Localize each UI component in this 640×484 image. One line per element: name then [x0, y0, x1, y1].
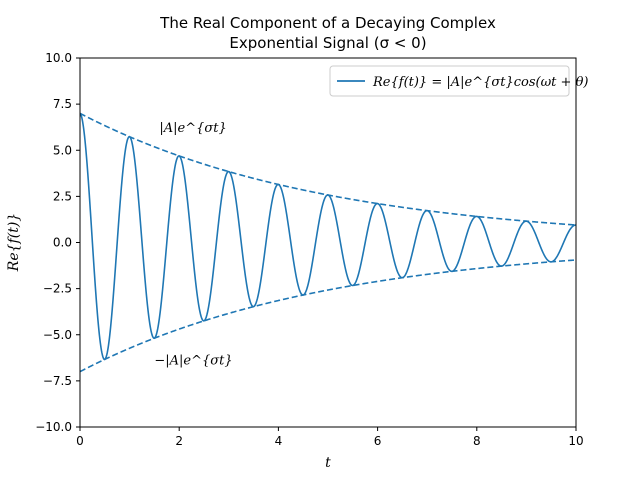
- y-tick-label: 7.5: [53, 97, 72, 111]
- y-axis-ticks: −10.0 −7.5 −5.0 −2.5 0.0 2.5 5.0 7.5 10.0: [35, 51, 80, 434]
- y-axis-label: Re{f(t)}: [6, 213, 22, 272]
- legend-label: Re{f(t)} = |A|e^{σt}cos(ωt + θ): [372, 75, 588, 90]
- series-line-1: [80, 112, 576, 226]
- y-tick-label: 2.5: [53, 189, 72, 203]
- y-tick-label: 10.0: [45, 51, 72, 65]
- chart-title-line2: Exponential Signal (σ < 0): [229, 34, 426, 52]
- y-tick-label: 0.0: [53, 236, 72, 250]
- x-tick-label: 6: [374, 434, 382, 448]
- x-tick-label: 10: [568, 434, 583, 448]
- legend: Re{f(t)} = |A|e^{σt}cos(ωt + θ): [329, 65, 588, 97]
- x-axis-label: t: [325, 455, 331, 471]
- y-tick-label: −10.0: [35, 420, 72, 434]
- legend-box: [329, 65, 570, 97]
- plot-frame: [79, 57, 577, 428]
- x-tick-label: 0: [76, 434, 84, 448]
- annotations: |A|e^{σt} −|A|e^{σt}: [154, 121, 232, 368]
- y-tick-label: −5.0: [43, 328, 72, 342]
- y-tick-label: −7.5: [43, 374, 72, 388]
- series-line-0: [80, 112, 576, 361]
- annotation-label: |A|e^{σt}: [159, 121, 226, 136]
- x-tick-label: 4: [275, 434, 283, 448]
- y-tick-label: 5.0: [53, 143, 72, 157]
- chart-title-line1: The Real Component of a Decaying Complex: [159, 14, 496, 32]
- x-tick-label: 8: [473, 434, 481, 448]
- annotation-label: −|A|e^{σt}: [154, 353, 232, 368]
- plot-curves: [80, 112, 576, 373]
- series-line-2: [80, 259, 576, 373]
- x-axis-ticks: 0 2 4 6 8 10: [76, 427, 584, 448]
- y-tick-label: −2.5: [43, 282, 72, 296]
- x-tick-label: 2: [175, 434, 183, 448]
